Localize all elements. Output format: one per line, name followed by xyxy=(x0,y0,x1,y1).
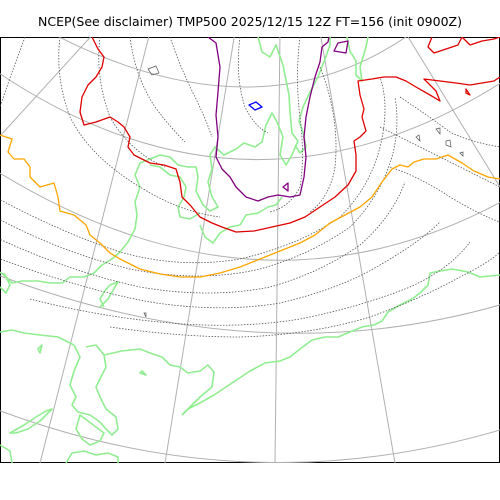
latitude-line xyxy=(0,275,500,334)
height-contour xyxy=(129,37,186,143)
height-contour xyxy=(0,221,441,309)
coastline xyxy=(65,450,119,463)
coastline xyxy=(199,196,283,244)
isotherm-blue xyxy=(248,101,263,111)
coastline xyxy=(346,37,369,82)
latitude-lines xyxy=(0,37,500,463)
latitude-line xyxy=(0,410,500,463)
coastline xyxy=(0,272,11,294)
isotherm-purple xyxy=(333,40,349,54)
isotherm-red xyxy=(461,37,500,46)
island-outline xyxy=(459,151,464,157)
coastline xyxy=(181,268,500,416)
isotherm-red xyxy=(79,37,500,233)
latitude-line xyxy=(58,37,407,88)
small-features xyxy=(143,65,464,318)
coastline xyxy=(139,370,147,376)
height-contours xyxy=(0,37,500,338)
map-canvas xyxy=(0,37,500,463)
longitude-line xyxy=(0,37,92,137)
height-contour xyxy=(0,96,398,277)
coastline xyxy=(0,329,75,346)
coastline xyxy=(149,164,201,220)
weather-map xyxy=(0,37,500,463)
height-contour xyxy=(109,251,500,338)
island-outline xyxy=(147,65,160,76)
coastline xyxy=(0,444,13,463)
height-contour xyxy=(0,76,386,264)
height-contour xyxy=(389,166,500,223)
longitude-line xyxy=(274,37,281,463)
island-outline xyxy=(435,127,441,135)
height-contour xyxy=(399,96,500,148)
coastline xyxy=(69,344,119,436)
isotherm-red xyxy=(465,88,471,96)
height-contour xyxy=(29,241,471,326)
coastline xyxy=(294,37,331,154)
height-contour xyxy=(379,126,500,188)
coastline xyxy=(99,281,119,308)
latitude-line xyxy=(0,172,500,261)
island-outline xyxy=(415,134,421,143)
isotherms xyxy=(0,37,500,278)
height-contour xyxy=(0,37,26,108)
coastline xyxy=(37,344,43,354)
height-contour xyxy=(237,37,269,134)
coastline xyxy=(75,414,105,446)
height-contour xyxy=(269,37,303,213)
longitude-line xyxy=(39,37,150,463)
longitude-line xyxy=(407,37,500,188)
island-outline xyxy=(445,139,452,148)
longitude-line xyxy=(164,37,235,463)
chart-title: NCEP(See disclaimer) TMP500 2025/12/15 1… xyxy=(38,14,462,29)
coastline xyxy=(0,37,299,284)
latitude-line xyxy=(0,73,500,161)
coastline xyxy=(103,348,215,416)
isotherm-purple xyxy=(282,182,289,192)
isotherm-red xyxy=(427,37,463,54)
coastline xyxy=(9,408,53,434)
map-border xyxy=(0,37,500,463)
longitude-lines xyxy=(0,37,500,463)
coastlines xyxy=(0,37,500,463)
longitude-line xyxy=(320,37,396,463)
height-contour xyxy=(309,66,337,213)
isotherm-orange xyxy=(0,134,500,278)
isotherm-purple xyxy=(207,37,330,202)
island-outline xyxy=(143,312,147,318)
